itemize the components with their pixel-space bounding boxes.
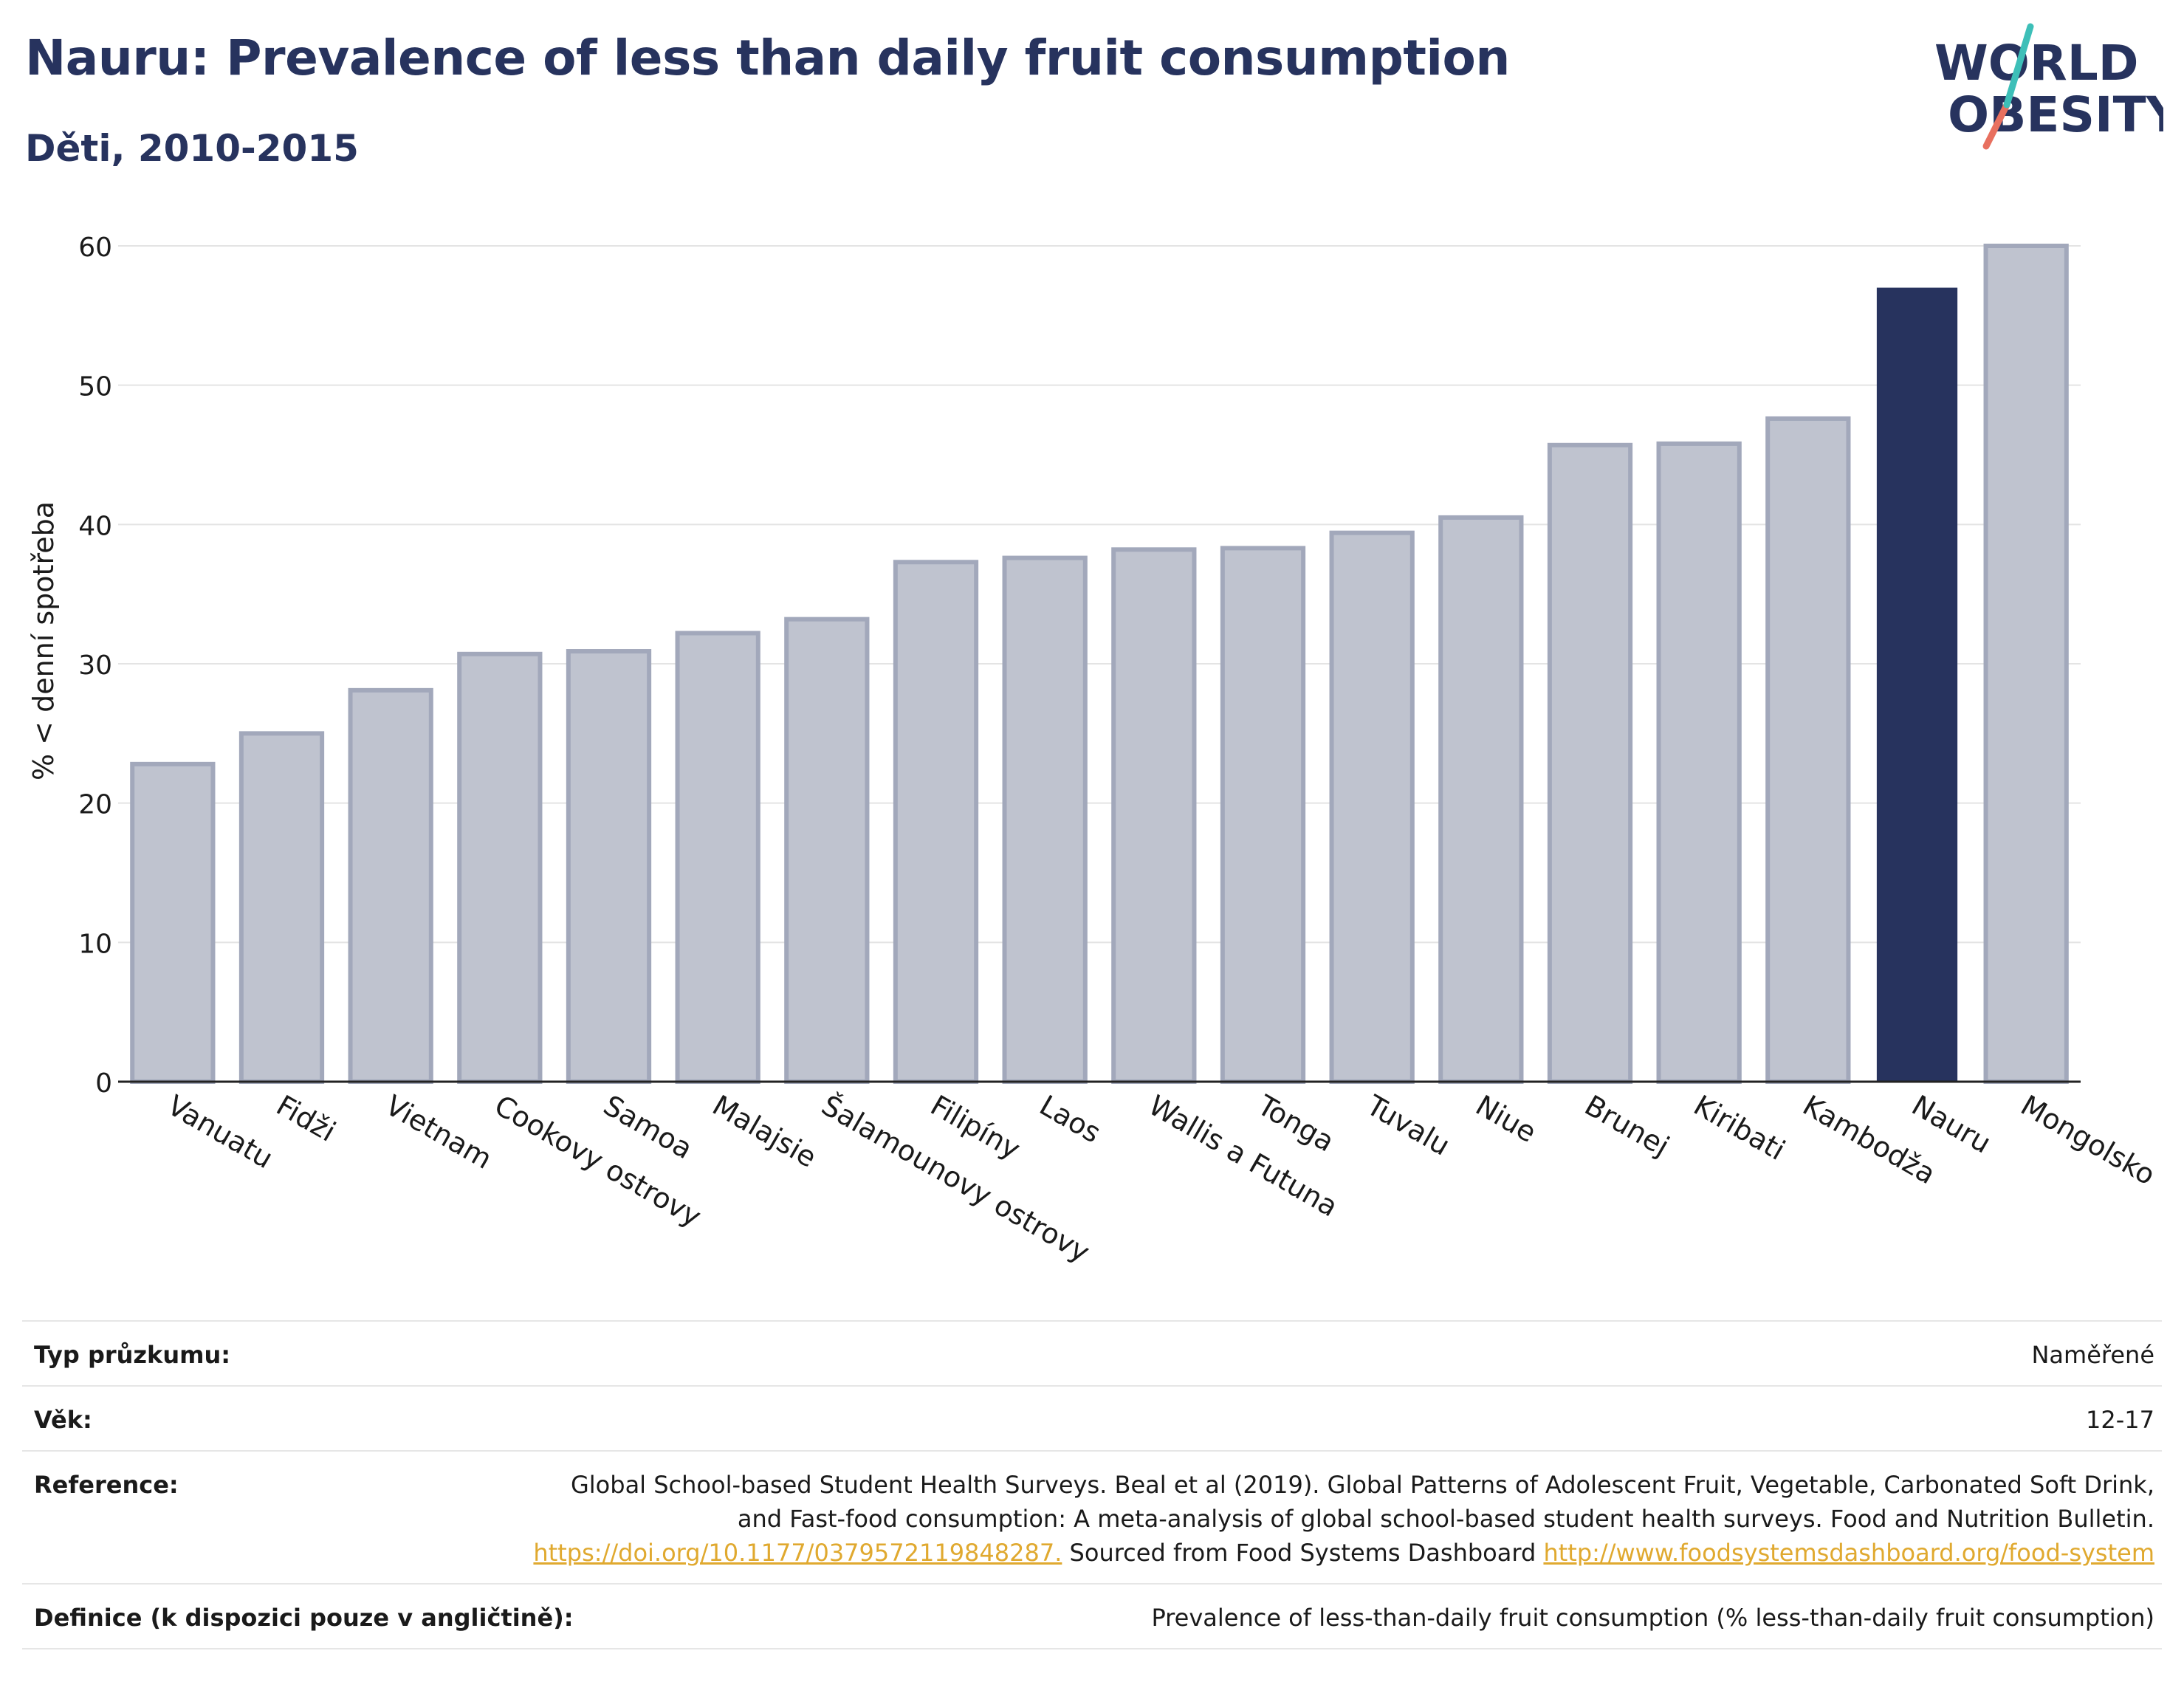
x-tick-label: Niue [1470,1089,1542,1149]
info-value: 12-17 [2086,1406,2154,1434]
bar-samoa [566,649,652,1084]
y-tick-label: 50 [78,372,112,402]
bar-fidži [238,731,325,1084]
x-tick-label: Kiribati [1689,1089,1791,1167]
x-tick-label: Tuvalu [1361,1088,1455,1162]
reference-source-text: Sourced from Food Systems Dashboard [1069,1539,1536,1567]
y-tick-label: 0 [95,1068,112,1099]
x-tick-label: Tonga [1251,1088,1339,1158]
bar-vanuatu [130,761,216,1084]
y-tick-label: 20 [78,790,112,820]
y-tick-label: 10 [78,929,112,959]
x-tick-label: Cookovy ostrovy [489,1089,707,1234]
x-tick-label: Laos [1034,1089,1107,1150]
info-key: Definice (k dispozici pouze v angličtině… [34,1604,574,1632]
bar-wallis-a-futuna [1111,547,1197,1084]
x-tick-label: Vanuatu [162,1089,278,1175]
info-key: Typ průzkumu: [34,1341,231,1369]
chart-subtitle: Děti, 2010-2015 [25,127,359,170]
doi-link[interactable]: https://doi.org/10.1177/0379572119848287… [533,1539,1062,1567]
x-tick-label: Fidži [271,1089,341,1148]
y-tick-label: 40 [78,511,112,541]
info-table: Typ průzkumu: Naměřené Věk: 12-17 Refere… [22,1320,2162,1649]
x-tick-label: Brunej [1579,1089,1675,1163]
x-tick-label: Mongolsko [2016,1089,2161,1192]
world-obesity-logo: WORLD OBESITY [1934,23,2163,150]
bar-malajsie [675,631,760,1084]
info-row-definition: Definice (k dispozici pouze v angličtině… [22,1583,2162,1649]
y-tick-label: 30 [78,650,112,681]
info-key: Reference: [34,1471,179,1499]
bar-mongolsko [1983,244,2069,1084]
bar-vietnam [348,687,433,1084]
info-row-reference: Reference: Global School-based Student H… [22,1450,2162,1583]
x-tick-label: Nauru [1906,1089,1996,1160]
bar-filipíny [893,560,979,1084]
info-row-survey-type: Typ průzkumu: Naměřené [22,1320,2162,1385]
info-value: Prevalence of less-than-daily fruit cons… [1151,1604,2154,1632]
bar-nauru [1876,287,1958,1082]
bar-tonga [1220,546,1306,1084]
bar-kambodža [1765,416,1851,1084]
x-tick-label: Wallis a Futuna [1143,1089,1343,1223]
x-tick-label: Vietnam [380,1089,498,1175]
bar-kiribati [1656,441,1742,1084]
bar-brunej [1547,442,1633,1084]
info-value: Naměřené [2031,1341,2154,1369]
chart-title: Nauru: Prevalence of less than daily fru… [25,30,1510,86]
y-tick-label: 60 [78,233,112,263]
bar-tuvalu [1329,530,1415,1084]
bar-laos [1002,555,1088,1084]
info-key: Věk: [34,1406,92,1434]
reference-text: Global School-based Student Health Surve… [570,1471,2154,1533]
bar-šalamounovy-ostrovy [784,617,870,1084]
bar-cookovy-ostrovy [457,651,543,1084]
info-row-age: Věk: 12-17 [22,1385,2162,1450]
x-tick-label: Malajsie [707,1089,823,1174]
logo-line-2: OBESITY [1948,86,2163,143]
info-value: Global School-based Student Health Surve… [530,1468,2154,1570]
bar-niue [1438,515,1524,1084]
food-systems-link[interactable]: http://www.foodsystemsdashboard.org/food… [1543,1539,2154,1567]
logo-line-1: WORLD [1934,35,2139,92]
